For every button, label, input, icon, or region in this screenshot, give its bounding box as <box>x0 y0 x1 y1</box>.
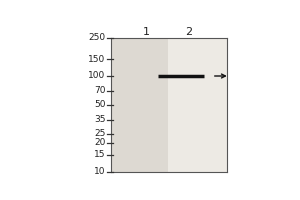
Text: 25: 25 <box>94 129 106 138</box>
Text: 35: 35 <box>94 115 106 124</box>
Text: 2: 2 <box>185 27 192 37</box>
Text: 70: 70 <box>94 86 106 95</box>
Text: 50: 50 <box>94 100 106 109</box>
Text: 15: 15 <box>94 150 106 159</box>
Text: 20: 20 <box>94 138 106 147</box>
Text: 250: 250 <box>88 33 106 42</box>
Text: 10: 10 <box>94 167 106 176</box>
Bar <box>111 38 168 172</box>
Text: 1: 1 <box>142 27 149 37</box>
Text: 100: 100 <box>88 71 106 80</box>
Text: 150: 150 <box>88 55 106 64</box>
Bar <box>168 38 227 172</box>
